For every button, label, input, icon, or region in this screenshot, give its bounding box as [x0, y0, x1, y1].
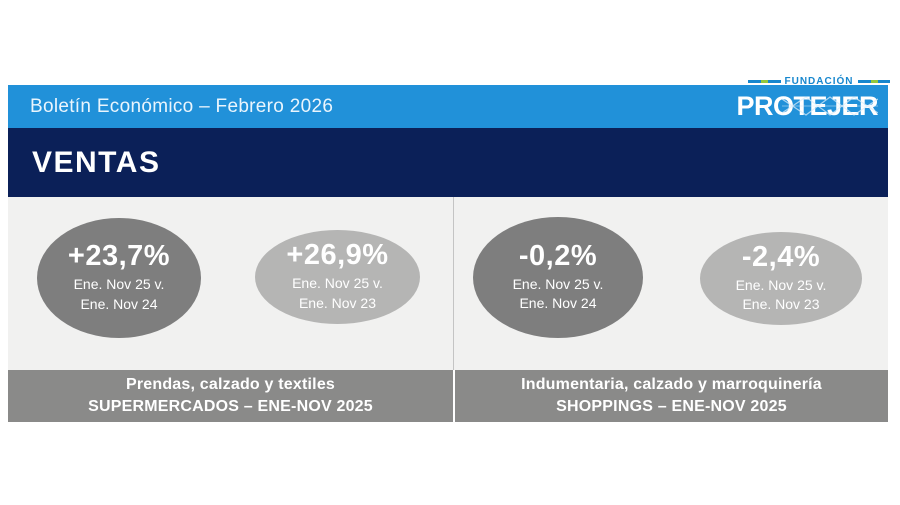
kpi-comparison-line1: Ene. Nov 25 v. [735, 276, 827, 293]
caption-bars: Prendas, calzado y textiles SUPERMERCADO… [8, 370, 888, 422]
header-bar: Boletín Económico – Febrero 2026 PROTEJE… [8, 85, 888, 128]
section-bar: VENTAS [8, 128, 888, 197]
kpi-value: +23,7% [67, 240, 171, 273]
kpi-comparison-line2: Ene. Nov 23 [742, 296, 820, 313]
kpi-ellipse-shoppings-vs23: -2,4% Ene. Nov 25 v. Ene. Nov 23 [700, 232, 862, 325]
kpi-comparison-line2: Ene. Nov 24 [80, 295, 158, 312]
kpi-comparison: Ene. Nov 25 v. Ene. Nov 23 [292, 274, 383, 313]
caption-line2: SUPERMERCADOS – ENE-NOV 2025 [88, 398, 373, 415]
kpi-panel-area: +23,7% Ene. Nov 25 v. Ene. Nov 24 +26,9%… [8, 197, 888, 370]
section-title: VENTAS [32, 145, 161, 179]
kpi-comparison: Ene. Nov 25 v. Ene. Nov 24 [513, 275, 604, 314]
kpi-value: -2,4% [741, 240, 821, 273]
kpi-ellipse-supermercados-vs23: +26,9% Ene. Nov 25 v. Ene. Nov 23 [255, 230, 420, 324]
kpi-ellipse-shoppings-vs24: -0,2% Ene. Nov 25 v. Ene. Nov 24 [473, 217, 643, 338]
kpi-comparison-line1: Ene. Nov 25 v. [73, 276, 165, 293]
kpi-comparison: Ene. Nov 25 v. Ene. Nov 24 [74, 275, 165, 314]
kpi-comparison-line1: Ene. Nov 25 v. [292, 275, 383, 292]
logo-rule-tick [870, 80, 878, 83]
logo-rule-tick [761, 80, 769, 83]
fundacion-logo-text: FUNDACIÓN [784, 76, 854, 87]
caption-line1: Indumentaria, calzado y marroquinería [521, 376, 822, 394]
logo-rule-right [857, 80, 890, 83]
bulletin-title: Boletín Económico – Febrero 2026 [30, 95, 334, 117]
kpi-ellipse-supermercados-vs24: +23,7% Ene. Nov 25 v. Ene. Nov 24 [37, 218, 201, 338]
protejer-logo-tejer: TEJER [793, 91, 878, 121]
kpi-value: -0,2% [518, 239, 598, 272]
panel-divider [453, 197, 454, 370]
protejer-logo: PROTEJER [736, 87, 878, 125]
caption-line2: SHOPPINGS – ENE-NOV 2025 [556, 398, 787, 415]
protejer-logo-text: PROTEJER [736, 87, 878, 125]
protejer-logo-pro: PRO [736, 91, 794, 121]
kpi-comparison-line2: Ene. Nov 24 [519, 295, 597, 312]
kpi-value: +26,9% [286, 239, 389, 272]
kpi-comparison-line2: Ene. Nov 23 [298, 294, 377, 311]
fundacion-logo-strip: FUNDACIÓN [748, 75, 890, 88]
caption-supermercados: Prendas, calzado y textiles SUPERMERCADO… [8, 370, 453, 422]
kpi-comparison-line1: Ene. Nov 25 v. [512, 275, 604, 292]
caption-shoppings: Indumentaria, calzado y marroquinería SH… [455, 370, 888, 422]
kpi-comparison: Ene. Nov 25 v. Ene. Nov 23 [736, 276, 827, 315]
caption-line1: Prendas, calzado y textiles [125, 376, 336, 394]
logo-rule-left [748, 80, 781, 83]
